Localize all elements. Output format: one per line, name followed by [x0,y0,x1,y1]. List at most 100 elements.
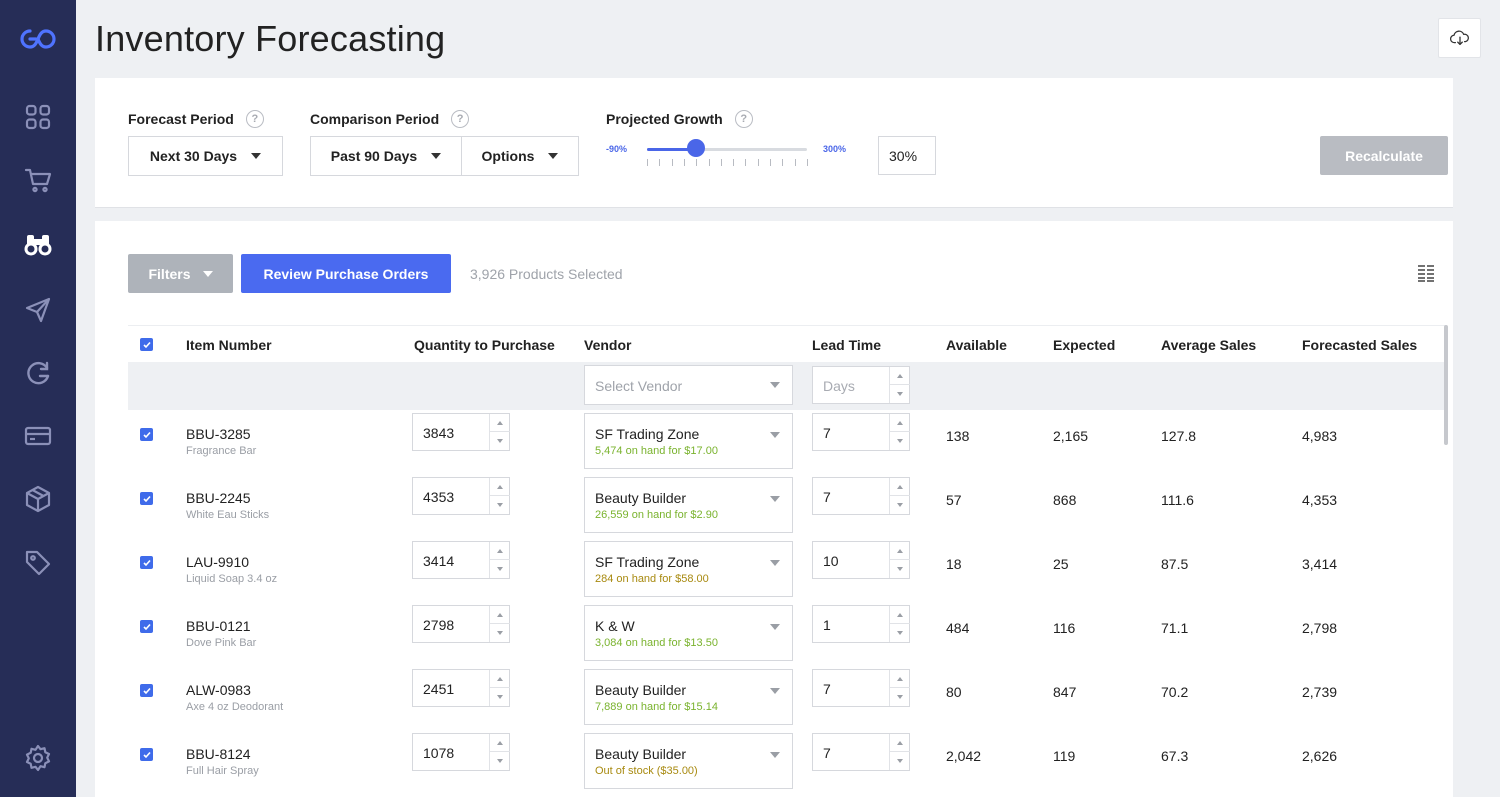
vendor-select[interactable]: Beauty Builder 26,559 on hand for $2.90 [584,477,793,533]
decrement-button[interactable] [490,688,510,706]
lead-time-stepper[interactable]: 1 [812,605,910,643]
select-all-checkbox[interactable] [140,338,153,351]
increment-button[interactable] [490,478,510,496]
forecast-period-select[interactable]: Next 30 Days [128,136,283,176]
filters-button[interactable]: Filters [128,254,233,293]
vendor-select[interactable]: K & W 3,084 on hand for $13.50 [584,605,793,661]
table-scrollbar[interactable] [1444,325,1448,445]
options-select[interactable]: Options [461,136,579,176]
review-purchase-orders-button[interactable]: Review Purchase Orders [241,254,451,293]
increment-button[interactable] [890,734,910,752]
column-vendor[interactable]: Vendor [584,337,632,353]
row-checkbox[interactable] [140,748,153,761]
column-quantity[interactable]: Quantity to Purchase [414,337,555,353]
table-row[interactable]: BBU-0121 Dove Pink Bar 2798 K & W 3,084 on h… [128,602,1446,666]
increment-button[interactable] [490,734,510,752]
decrement-button[interactable] [890,624,910,642]
quantity-stepper[interactable]: 1078 [412,733,510,771]
credit-card-icon[interactable] [18,416,58,456]
refresh-g-icon[interactable] [18,354,58,394]
lead-time-stepper[interactable]: 7 [812,733,910,771]
decrement-button[interactable] [490,560,510,578]
increment-button[interactable] [890,478,910,496]
average-sales-cell: 70.2 [1161,684,1189,700]
cart-icon[interactable] [18,160,58,200]
help-icon[interactable]: ? [451,110,470,128]
vendor-select[interactable]: Beauty Builder 7,889 on hand for $15.14 [584,669,793,725]
binoculars-icon[interactable] [18,224,58,264]
decrement-button[interactable] [890,385,910,403]
row-checkbox[interactable] [140,556,153,569]
quantity-stepper[interactable]: 2451 [412,669,510,707]
table-row[interactable]: BBU-2245 White Eau Sticks 4353 Beauty Build… [128,474,1446,538]
decrement-button[interactable] [490,432,510,450]
increment-button[interactable] [890,367,910,385]
growth-slider-track[interactable] [647,148,807,151]
slider-tick [659,159,661,166]
column-forecasted-sales[interactable]: Forecasted Sales [1302,337,1418,353]
row-checkbox[interactable] [140,428,153,441]
lead-time-stepper[interactable]: 7 [812,477,910,515]
quantity-stepper[interactable]: 2798 [412,605,510,643]
row-checkbox[interactable] [140,492,153,505]
box-icon[interactable] [18,479,58,519]
increment-button[interactable] [890,606,910,624]
send-icon[interactable] [18,290,58,330]
decrement-button[interactable] [890,432,910,450]
item-description: Dove Pink Bar [186,637,257,649]
recalculate-button[interactable]: Recalculate [1320,136,1448,175]
row-checkbox[interactable] [140,684,153,697]
decrement-button[interactable] [890,688,910,706]
vendor-select[interactable]: SF Trading Zone 5,474 on hand for $17.00 [584,413,793,469]
decrement-button[interactable] [890,560,910,578]
columns-icon[interactable] [1416,263,1436,283]
column-available[interactable]: Available [946,337,1007,353]
decrement-button[interactable] [890,752,910,770]
table-row[interactable]: BBU-8124 Full Hair Spray 1078 Beauty Builde… [128,730,1446,794]
available-cell: 2,042 [946,748,982,764]
decrement-button[interactable] [490,752,510,770]
infinity-logo-icon[interactable] [18,19,58,59]
increment-button[interactable] [890,542,910,560]
increment-button[interactable] [490,606,510,624]
column-lead-time[interactable]: Lead Time [812,337,881,353]
download-button[interactable] [1438,18,1481,58]
table-row[interactable]: LAU-9910 Liquid Soap 3.4 oz 3414 SF Trading… [128,538,1446,602]
column-item-number[interactable]: Item Number [186,337,272,353]
lead-time-stepper[interactable]: 10 [812,541,910,579]
vendor-filter-select[interactable]: Select Vendor [584,365,793,405]
vendor-select[interactable]: Beauty Builder Out of stock ($35.00) [584,733,793,789]
lead-time-stepper[interactable]: 7 [812,413,910,451]
quantity-stepper[interactable]: 3414 [412,541,510,579]
row-checkbox[interactable] [140,620,153,633]
increment-button[interactable] [890,414,910,432]
vendor-stock-info: 3,084 on hand for $13.50 [595,637,718,649]
expected-cell: 116 [1053,620,1076,636]
table-row[interactable]: BBU-3285 Fragrance Bar 3843 SF Trading Zone… [128,410,1446,474]
increment-button[interactable] [490,542,510,560]
column-average-sales[interactable]: Average Sales [1161,337,1257,353]
growth-input[interactable]: 30% [878,136,936,175]
lead-time-filter-input[interactable]: Days [812,366,910,404]
growth-slider-thumb[interactable] [687,139,706,157]
vendor-select[interactable]: SF Trading Zone 284 on hand for $58.00 [584,541,793,597]
quantity-stepper[interactable]: 4353 [412,477,510,515]
lead-time-stepper[interactable]: 7 [812,669,910,707]
dashboard-grid-icon[interactable] [18,97,58,137]
comparison-period-select[interactable]: Past 90 Days [310,136,462,176]
gear-icon[interactable] [18,738,58,778]
item-number: BBU-8124 [186,746,251,762]
page-title: Inventory Forecasting [95,18,446,59]
decrement-button[interactable] [490,496,510,514]
help-icon[interactable]: ? [734,110,753,128]
increment-button[interactable] [490,670,510,688]
decrement-button[interactable] [890,496,910,514]
table-row[interactable]: ALW-0983 Axe 4 oz Deodorant 2451 Beauty Bui… [128,666,1446,730]
tag-icon[interactable] [18,543,58,583]
help-icon[interactable]: ? [245,110,264,128]
column-expected[interactable]: Expected [1053,337,1116,353]
increment-button[interactable] [890,670,910,688]
quantity-stepper[interactable]: 3843 [412,413,510,451]
increment-button[interactable] [490,414,510,432]
decrement-button[interactable] [490,624,510,642]
